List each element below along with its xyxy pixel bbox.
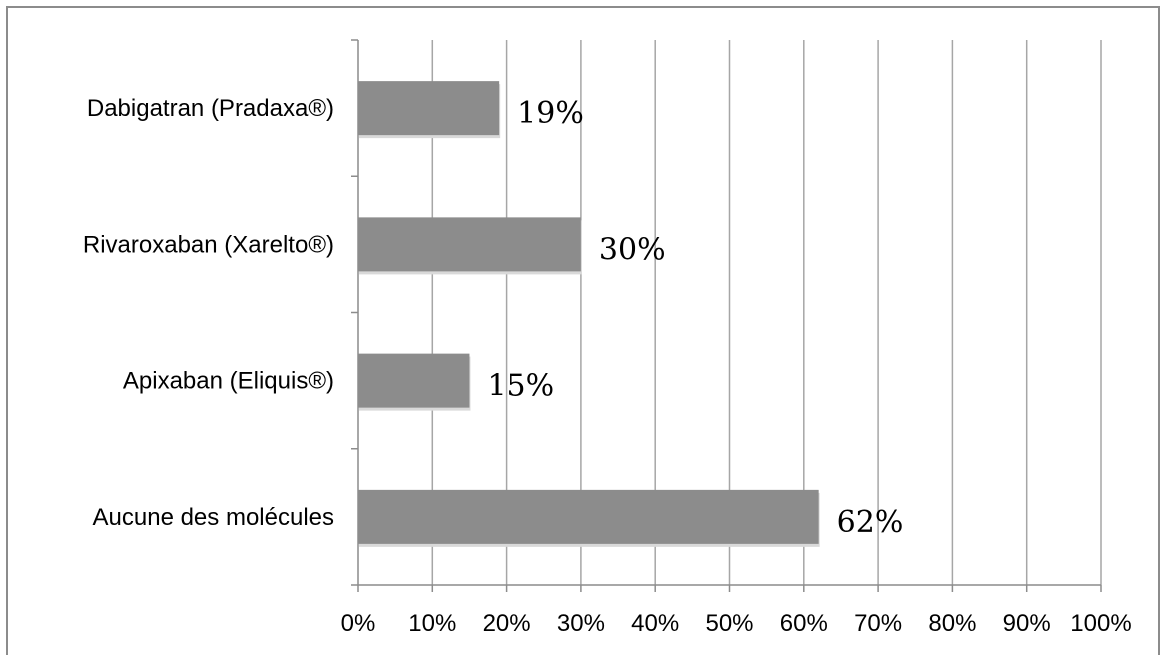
- x-tick-label: 60%: [780, 610, 828, 637]
- x-tick-label: 30%: [557, 610, 605, 637]
- x-tick-label: 90%: [1003, 610, 1051, 637]
- data-label: 62%: [837, 505, 904, 540]
- category-label: Rivaroxaban (Xarelto®): [83, 231, 334, 258]
- x-tick-label: 70%: [854, 610, 902, 637]
- x-tick-label: 0%: [341, 610, 376, 637]
- data-label: 30%: [599, 232, 666, 267]
- chart-frame: [6, 6, 1160, 655]
- bars: [358, 81, 820, 547]
- x-tick-label: 50%: [705, 610, 753, 637]
- bar: [358, 81, 500, 136]
- x-tick-label: 40%: [631, 610, 679, 637]
- bar: [358, 217, 581, 272]
- x-tick-label: 100%: [1070, 610, 1131, 637]
- category-label: Apixaban (Eliquis®): [123, 368, 334, 395]
- bar: [358, 489, 819, 544]
- x-tick-label: 20%: [483, 610, 531, 637]
- data-label: 15%: [487, 369, 554, 404]
- data-label: 19%: [517, 96, 584, 131]
- category-label: Aucune des molécules: [93, 504, 334, 531]
- x-tick-label: 10%: [408, 610, 456, 637]
- x-tick-label: 80%: [928, 610, 976, 637]
- category-label: Dabigatran (Pradaxa®): [87, 95, 334, 122]
- labels: 0% 10% 20% 30% 40% 50% 60% 70% 80% 90% 100% Dabigat…: [83, 95, 1132, 637]
- bar: [358, 353, 470, 408]
